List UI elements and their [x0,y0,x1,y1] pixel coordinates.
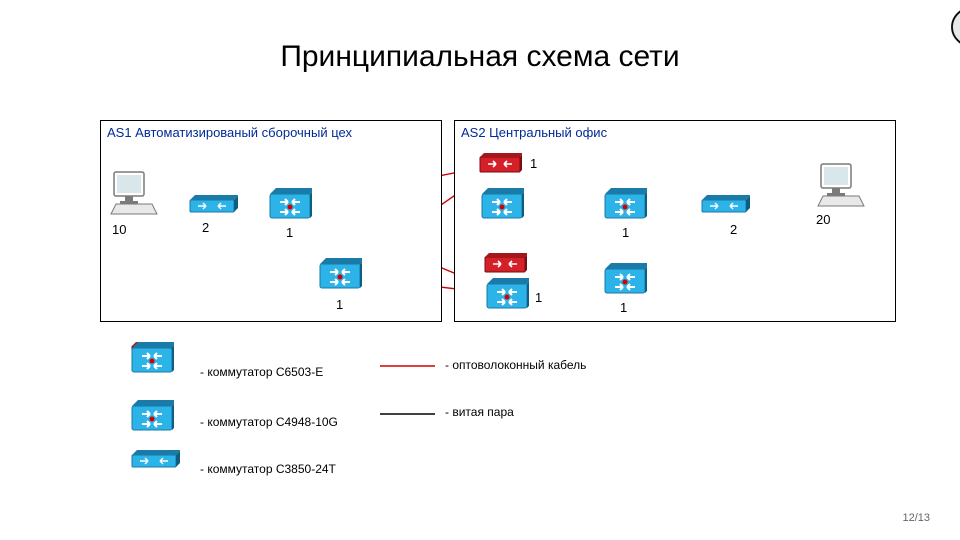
node-label-sw_d1: 1 [622,225,629,240]
node-label-sw_c1: 1 [530,156,537,171]
zone-label-as1: AS1 Автоматизированый сборочный цех [107,125,352,140]
page-title: Принципиальная схема сети [0,40,960,74]
node-label-pc1: 10 [112,222,126,237]
node-label-pc2: 20 [816,212,830,227]
zone-label-as2: AS2 Центральный офис [461,125,607,140]
legend-text-link_fiber: - оптоволоконный кабель [445,358,586,372]
node-label-sw_b2: 1 [336,297,343,312]
legend-text-item2: - коммутатор C4948-10G [200,415,338,429]
node-label-sw_b1: 1 [286,225,293,240]
legend-text-link_copper: - витая пара [445,405,514,419]
node-label-sw_a: 2 [202,220,209,235]
legend-text-item1: - коммутатор C6503-E [200,365,323,379]
node-label-sw_d2: 1 [620,300,627,315]
page-number: 12/13 [902,512,930,524]
legend-text-item3: - коммутатор C3850-24T [200,462,336,476]
node-label-sw_c4: 1 [535,290,542,305]
node-label-sw_e: 2 [730,222,737,237]
